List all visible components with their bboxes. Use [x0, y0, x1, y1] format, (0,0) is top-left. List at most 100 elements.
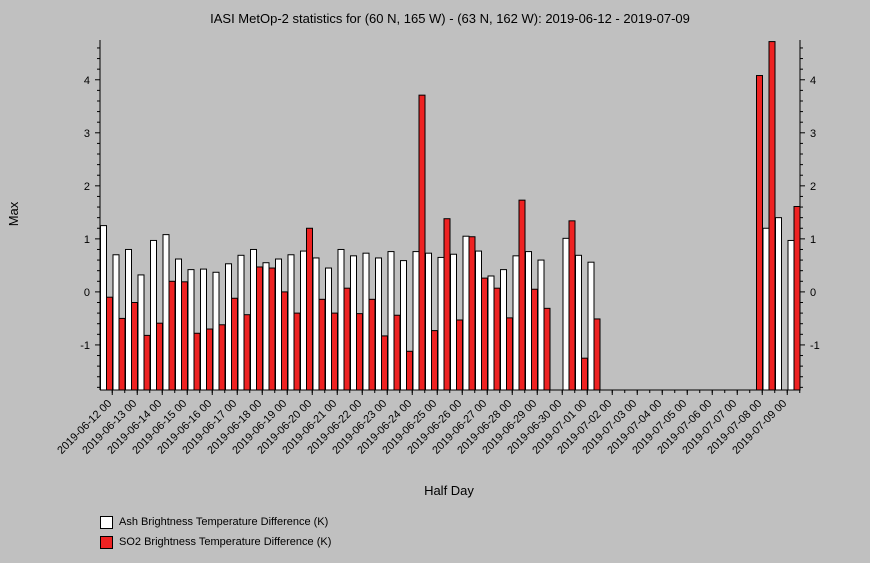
y-tick-label-right: 1	[810, 234, 816, 246]
so2-bar	[143, 334, 151, 391]
ash-bar	[537, 259, 545, 391]
legend-item-so2: SO2 Brightness Temperature Difference (K…	[100, 532, 331, 552]
so2-bar	[256, 266, 263, 391]
ash-bar	[287, 254, 295, 391]
ash-bar	[362, 252, 370, 391]
so2-bar	[418, 94, 426, 391]
y-tick-label-right: 2	[810, 181, 816, 193]
legend-swatch-ash	[100, 515, 113, 529]
so2-bar	[343, 287, 351, 391]
so2-bar	[393, 314, 401, 391]
y-tick-label-right: -1	[810, 340, 820, 352]
so2-bar	[243, 314, 251, 391]
ash-bar	[212, 271, 220, 391]
ash-bar	[125, 248, 132, 391]
ash-bar	[412, 251, 420, 391]
y-tick-label-right: 4	[810, 75, 816, 87]
ash-bar	[150, 239, 157, 391]
ash-bar	[387, 251, 395, 391]
y-tick-label-left: 2	[84, 181, 90, 193]
ash-bar	[100, 225, 107, 391]
y-tick-label-left: 3	[84, 128, 90, 140]
so2-bar	[131, 302, 138, 391]
so2-bar	[493, 287, 501, 391]
ash-bar	[500, 269, 507, 391]
ash-bar	[187, 269, 195, 391]
y-tick-label-left: 1	[84, 234, 90, 246]
ash-bar	[762, 227, 770, 391]
so2-bar	[581, 357, 588, 391]
ash-bar	[425, 252, 432, 391]
so2-bar	[768, 41, 776, 391]
ash-bar	[787, 239, 795, 391]
so2-bar	[218, 324, 226, 391]
legend: Ash Brightness Temperature Difference (K…	[100, 512, 331, 552]
so2-bar	[468, 236, 476, 391]
x-axis-label: Half Day	[424, 483, 474, 498]
ash-bar	[275, 258, 282, 391]
y-axis-label: Max	[6, 201, 21, 226]
chart-title: IASI MetOp-2 statistics for (60 N, 165 W…	[210, 11, 690, 26]
axes-layer: -1 -1 0 0 1 1 2 2 3 3 4 4	[80, 40, 820, 395]
ash-bar	[450, 253, 457, 391]
ash-bar	[562, 237, 570, 391]
ash-bar	[162, 234, 170, 391]
ash-bar	[775, 217, 782, 391]
ash-bar	[575, 254, 582, 391]
ash-bar	[375, 257, 382, 391]
ash-bar	[112, 254, 120, 391]
so2-bar	[331, 312, 338, 391]
ash-bar	[525, 251, 532, 391]
so2-bar	[431, 330, 438, 391]
ash-bar	[475, 250, 482, 391]
y-tick-label-left: -1	[80, 340, 90, 352]
ash-bar	[175, 258, 182, 391]
so2-bar	[318, 298, 326, 391]
so2-bar	[281, 291, 288, 391]
bars-layer	[100, 41, 801, 391]
legend-label-so2: SO2 Brightness Temperature Difference (K…	[119, 536, 332, 548]
so2-bar	[106, 296, 113, 391]
y-tick-label-right: 0	[810, 287, 816, 299]
so2-bar	[531, 288, 538, 391]
so2-bar	[518, 199, 526, 391]
y-tick-label-left: 4	[84, 75, 90, 87]
ash-bar	[325, 267, 332, 391]
ash-bar	[512, 255, 520, 391]
so2-bar	[756, 75, 763, 391]
y-tick-label-right: 3	[810, 128, 816, 140]
ash-bar	[350, 255, 357, 391]
ash-bar	[400, 260, 407, 391]
ash-bar	[262, 262, 270, 391]
so2-bar	[593, 318, 601, 391]
ash-bar	[300, 250, 307, 391]
so2-bar	[231, 297, 238, 391]
ash-bar	[200, 268, 207, 391]
legend-label-ash: Ash Brightness Temperature Difference (K…	[119, 516, 329, 528]
ash-bar	[250, 248, 257, 391]
so2-bar	[406, 350, 413, 391]
so2-bar	[268, 267, 276, 391]
so2-bar	[356, 313, 363, 391]
ash-bar	[225, 263, 232, 391]
so2-bar	[481, 277, 488, 391]
ash-bar	[312, 257, 320, 391]
ash-bar	[437, 256, 445, 391]
so2-bar	[368, 298, 376, 391]
so2-bar	[306, 227, 313, 391]
so2-bar	[506, 317, 513, 391]
ash-bar	[237, 254, 245, 391]
so2-bar	[206, 328, 213, 391]
ash-bar	[137, 274, 145, 391]
so2-bar	[118, 317, 126, 391]
y-tick-label-left: 0	[84, 287, 90, 299]
ash-bar	[337, 248, 345, 391]
so2-bar	[456, 319, 463, 391]
so2-bar	[793, 206, 801, 391]
ash-bar	[587, 261, 595, 391]
legend-swatch-so2	[100, 535, 113, 549]
so2-bar	[168, 280, 176, 391]
so2-bar	[293, 312, 301, 391]
